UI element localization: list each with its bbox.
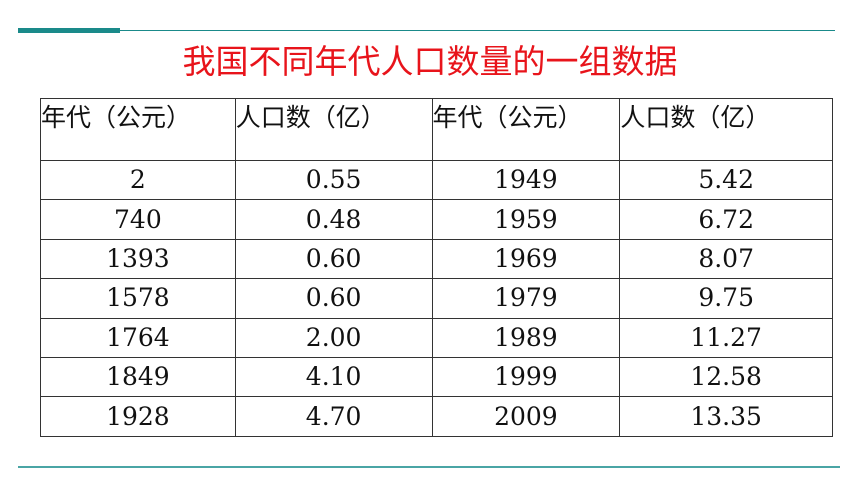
table-cell: 0.48 bbox=[234, 199, 433, 240]
bottom-rule bbox=[18, 466, 840, 468]
header-cell: 年代（公元） bbox=[40, 98, 236, 161]
top-rule bbox=[18, 30, 835, 31]
header-cell: 人口数（亿） bbox=[619, 98, 833, 161]
table-cell: 2.00 bbox=[234, 317, 433, 358]
title: 我国不同年代人口数量的一组数据 bbox=[182, 42, 678, 81]
table-cell: 1979 bbox=[431, 278, 621, 319]
table-row: 1928 4.70 2009 13.35 bbox=[40, 396, 833, 437]
table-row: 2 0.55 1949 5.42 bbox=[40, 159, 833, 201]
table-cell: 2009 bbox=[431, 396, 621, 437]
table-cell: 9.75 bbox=[619, 278, 833, 319]
header-row: 年代（公元） 人口数（亿） 年代（公元） 人口数（亿） bbox=[40, 98, 833, 161]
table-cell: 1578 bbox=[40, 278, 236, 319]
data-table: 年代（公元） 人口数（亿） 年代（公元） 人口数（亿） 2 0.55 1949 5.42 74… bbox=[40, 98, 833, 437]
table-row: 1393 0.60 1969 8.07 bbox=[40, 238, 833, 280]
table-cell: 1393 bbox=[40, 238, 236, 280]
table-cell: 740 bbox=[40, 199, 236, 240]
header-cell: 人口数（亿） bbox=[234, 98, 433, 161]
table-cell: 1999 bbox=[431, 356, 621, 398]
table-row: 1764 2.00 1989 11.27 bbox=[40, 317, 833, 358]
table-cell: 1989 bbox=[431, 317, 621, 358]
table-cell: 1849 bbox=[40, 356, 236, 398]
table-cell: 4.10 bbox=[234, 356, 433, 398]
table-cell: 1949 bbox=[431, 159, 621, 201]
table-cell: 11.27 bbox=[619, 317, 833, 358]
table-cell: 4.70 bbox=[234, 396, 433, 437]
table-body: 2 0.55 1949 5.42 740 0.48 1959 6.72 1393 0.60 1969… bbox=[40, 159, 833, 437]
table-cell: 1764 bbox=[40, 317, 236, 358]
table-cell: 1959 bbox=[431, 199, 621, 240]
table-cell: 5.42 bbox=[619, 159, 833, 201]
table-row: 1578 0.60 1979 9.75 bbox=[40, 278, 833, 319]
table-cell: 2 bbox=[40, 159, 236, 201]
table-cell: 0.55 bbox=[234, 159, 433, 201]
table-cell: 8.07 bbox=[619, 238, 833, 280]
table-cell: 1969 bbox=[431, 238, 621, 280]
table-row: 1849 4.10 1999 12.58 bbox=[40, 356, 833, 398]
table-cell: 1928 bbox=[40, 396, 236, 437]
table-cell: 6.72 bbox=[619, 199, 833, 240]
table-cell: 0.60 bbox=[234, 278, 433, 319]
table-cell: 12.58 bbox=[619, 356, 833, 398]
table-row: 740 0.48 1959 6.72 bbox=[40, 199, 833, 240]
header-cell: 年代（公元） bbox=[431, 98, 621, 161]
table-cell: 13.35 bbox=[619, 396, 833, 437]
table-cell: 0.60 bbox=[234, 238, 433, 280]
